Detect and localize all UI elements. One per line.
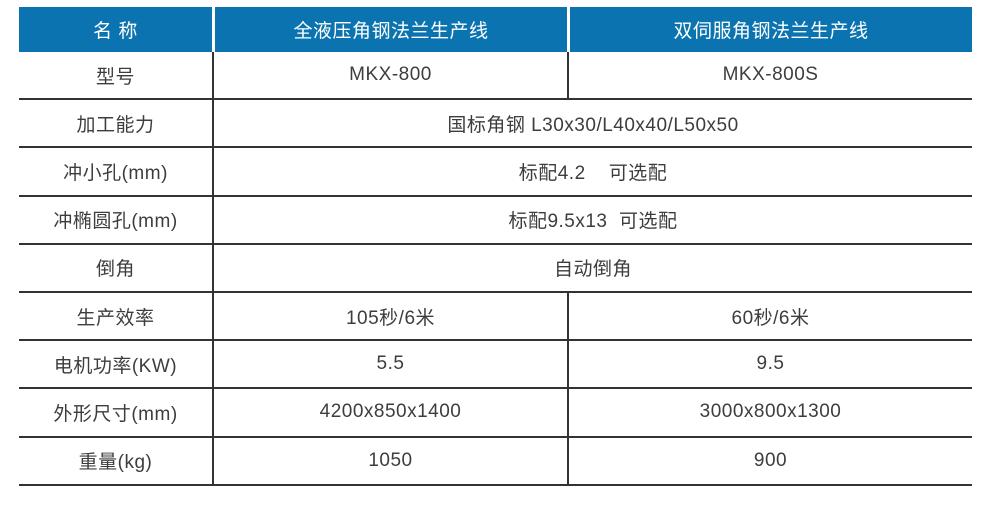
table-row-small-hole: 冲小孔(mm) 标配4.2 可选配	[19, 148, 972, 197]
row-label: 生产效率	[76, 307, 155, 329]
row-label: 倒角	[95, 259, 135, 281]
small-hole-value: 标配4.2 可选配	[212, 148, 972, 195]
row-label: 电机功率(KW)	[53, 355, 178, 377]
model-right-value: MKX-800S	[567, 52, 972, 99]
header-cell-product-right: 双伺服角钢法兰生产线	[567, 7, 972, 52]
efficiency-left-value: 105秒/6米	[212, 292, 567, 340]
dimensions-right-value: 3000x800x1300	[567, 389, 972, 436]
header-cell-name: 名 称	[19, 7, 212, 52]
spec-table: 名 称 全液压角钢法兰生产线 双伺服角钢法兰生产线 型号 MKX-800 MKX…	[19, 7, 972, 486]
table-row-oval-hole: 冲椭圆孔(mm) 标配9.5x13 可选配	[19, 196, 972, 245]
motor-power-right-value: 9.5	[567, 341, 972, 388]
capacity-value: 国标角钢 L30x30/L40x40/L50x50	[212, 100, 972, 147]
row-label: 型号	[95, 66, 135, 88]
row-label: 重量(kg)	[78, 452, 153, 474]
oval-hole-value: 标配9.5x13 可选配	[212, 196, 972, 243]
table-row-capacity: 加工能力 国标角钢 L30x30/L40x40/L50x50	[19, 100, 972, 149]
table-row-efficiency: 生产效率 105秒/6米 60秒/6米	[19, 292, 972, 342]
table-row-chamfer: 倒角 自动倒角	[19, 244, 972, 293]
table-row-model: 型号 MKX-800 MKX-800S	[19, 52, 972, 101]
table-row-dimensions: 外形尺寸(mm) 4200x850x1400 3000x800x1300	[19, 389, 972, 438]
row-label: 外形尺寸(mm)	[53, 403, 178, 425]
dimensions-left-value: 4200x850x1400	[212, 389, 567, 436]
header-cell-product-left: 全液压角钢法兰生产线	[212, 7, 567, 52]
motor-power-left-value: 5.5	[212, 341, 567, 388]
weight-left-value: 1050	[212, 437, 567, 484]
row-label: 冲小孔(mm)	[63, 162, 168, 184]
efficiency-right-value: 60秒/6米	[567, 292, 972, 340]
row-label: 冲椭圆孔(mm)	[53, 211, 178, 233]
row-label: 加工能力	[76, 114, 155, 136]
table-row-motor-power: 电机功率(KW) 5.5 9.5	[19, 341, 972, 390]
model-left-value: MKX-800	[212, 52, 567, 99]
chamfer-value: 自动倒角	[212, 244, 972, 291]
table-row-weight: 重量(kg) 1050 900	[19, 437, 972, 486]
header-row: 名 称 全液压角钢法兰生产线 双伺服角钢法兰生产线	[19, 7, 972, 52]
weight-right-value: 900	[567, 437, 972, 484]
